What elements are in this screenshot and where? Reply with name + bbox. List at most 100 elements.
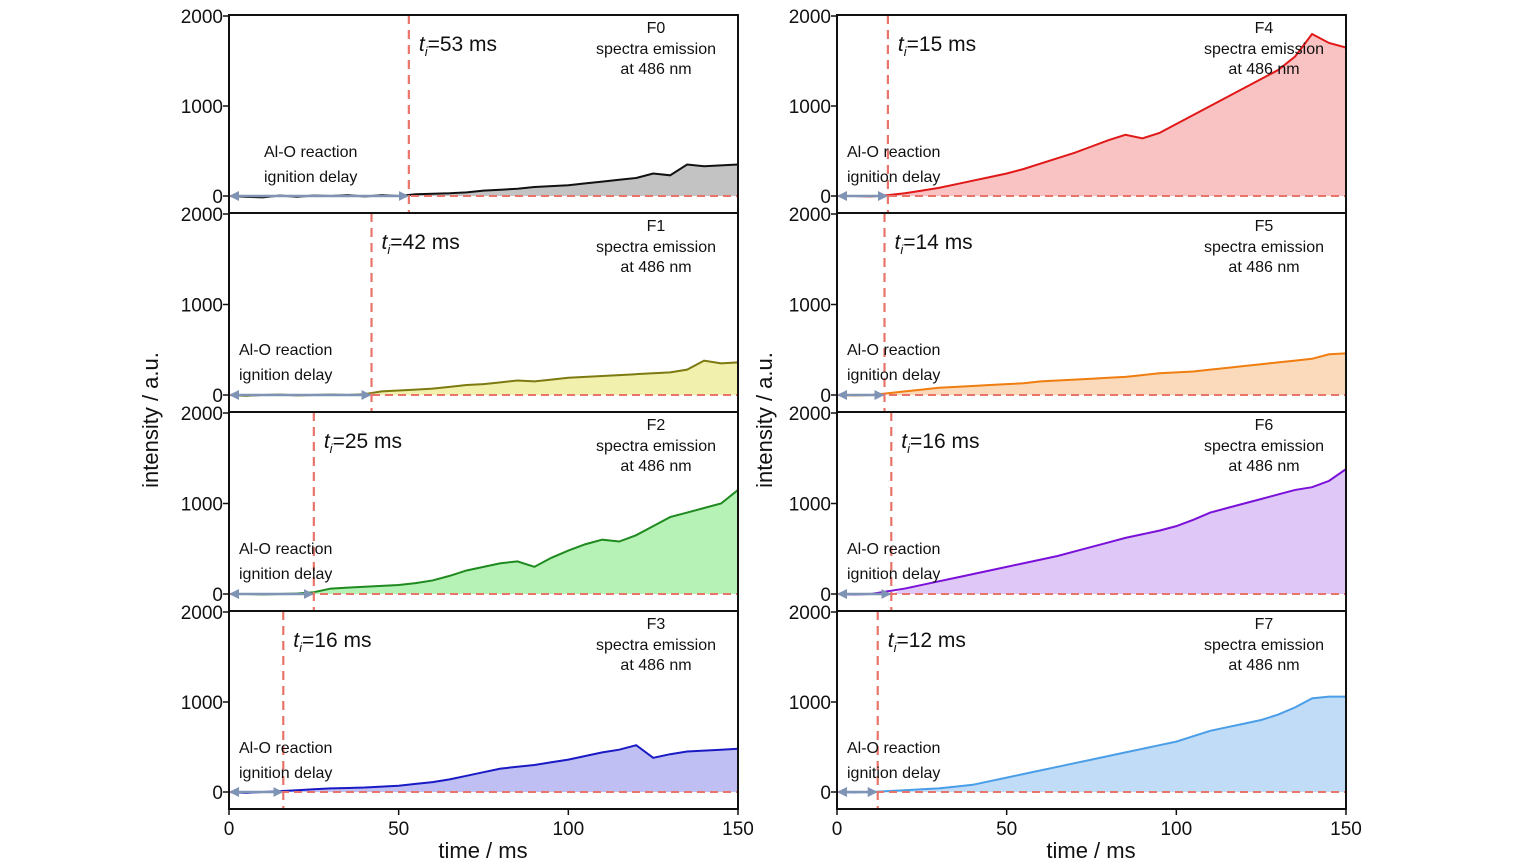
plot-area bbox=[837, 15, 1346, 213]
panel-annotation: at 486 nm bbox=[620, 657, 691, 674]
ytick-label: 2000 bbox=[181, 205, 223, 226]
delay-label: Al-O reaction bbox=[239, 342, 332, 359]
panel-F0: 0 1000 2000 F0 spectra emission at 486 nm ti=5… bbox=[181, 7, 739, 214]
ytick-label: 1000 bbox=[789, 495, 831, 516]
delay-label: Al-O reaction bbox=[847, 740, 940, 757]
ignition-time-label: ti=12 ms bbox=[888, 629, 966, 655]
panel-label: F5 bbox=[1255, 218, 1274, 235]
series-line bbox=[837, 695, 1346, 794]
ytick-label: 0 bbox=[820, 386, 831, 407]
panel-F7: 0 1000 2000 0 50 100 150 F7 spectra emission at 4… bbox=[789, 603, 1362, 840]
xtick-label: 0 bbox=[224, 819, 235, 840]
panel-annotation: at 486 nm bbox=[1228, 657, 1299, 674]
ytick-label: 1000 bbox=[181, 296, 223, 317]
series-line bbox=[837, 468, 1346, 596]
panel-annotation: spectra emission bbox=[596, 637, 716, 654]
xtick-label: 150 bbox=[722, 819, 754, 840]
panel-label: F6 bbox=[1255, 417, 1274, 434]
ytick-label: 1000 bbox=[789, 296, 831, 317]
panel-F6: 0 1000 2000 F6 spectra emission at 486 nm ti=1… bbox=[789, 404, 1347, 612]
panel-annotation: at 486 nm bbox=[1228, 259, 1299, 276]
ytick-label: 0 bbox=[820, 187, 831, 208]
panel-F4: 0 1000 2000 F4 spectra emission at 486 nm ti=1… bbox=[789, 7, 1347, 214]
xtick-label: 0 bbox=[832, 819, 843, 840]
ignition-time-label: ti=15 ms bbox=[898, 33, 976, 59]
panel-F5: 0 1000 2000 F5 spectra emission at 486 nm ti=1… bbox=[789, 205, 1347, 413]
panel-annotation: at 486 nm bbox=[620, 259, 691, 276]
delay-label: ignition delay bbox=[847, 765, 940, 782]
delay-label: ignition delay bbox=[847, 566, 940, 583]
delay-label: ignition delay bbox=[239, 566, 332, 583]
ytick-label: 0 bbox=[212, 386, 223, 407]
panel-annotation: spectra emission bbox=[1204, 41, 1324, 58]
ytick-label: 2000 bbox=[789, 603, 831, 624]
series-line bbox=[229, 744, 738, 794]
ytick-label: 1000 bbox=[789, 693, 831, 714]
xlabel-left: time / ms bbox=[438, 838, 527, 863]
ytick-label: 1000 bbox=[789, 97, 831, 118]
panel-label: F2 bbox=[647, 417, 666, 434]
panel-frame bbox=[836, 610, 1347, 810]
xtick-label: 100 bbox=[1160, 819, 1192, 840]
series-area bbox=[891, 469, 1346, 594]
panel-annotation: spectra emission bbox=[1204, 637, 1324, 654]
series-area bbox=[283, 745, 738, 792]
delay-label: ignition delay bbox=[264, 169, 357, 186]
delay-label: Al-O reaction bbox=[239, 740, 332, 757]
panel-label: F4 bbox=[1255, 20, 1274, 37]
panel-annotation: at 486 nm bbox=[620, 61, 691, 78]
panel-annotation: at 486 nm bbox=[620, 458, 691, 475]
ytick-label: 2000 bbox=[789, 205, 831, 226]
ignition-time-label: ti=25 ms bbox=[324, 430, 402, 456]
panel-frame bbox=[228, 610, 739, 810]
panel-annotation: at 486 nm bbox=[1228, 458, 1299, 475]
xtick-label: 50 bbox=[996, 819, 1017, 840]
series-area bbox=[408, 164, 738, 196]
panel-annotation: at 486 nm bbox=[1228, 61, 1299, 78]
delay-label: ignition delay bbox=[847, 367, 940, 384]
ytick-label: 2000 bbox=[789, 7, 831, 28]
ytick-label: 1000 bbox=[181, 97, 223, 118]
series-line bbox=[837, 352, 1346, 397]
series-area bbox=[877, 696, 1346, 792]
plot-area bbox=[229, 611, 738, 809]
delay-label: ignition delay bbox=[239, 765, 332, 782]
plot-area bbox=[837, 412, 1346, 611]
ylabel-right: intensity / a.u. bbox=[752, 352, 777, 488]
series-area bbox=[313, 489, 738, 594]
panel-annotation: spectra emission bbox=[1204, 438, 1324, 455]
panel-F1: 0 1000 2000 F1 spectra emission at 486 nm ti=4… bbox=[181, 205, 739, 413]
ignition-time-label: ti=16 ms bbox=[901, 430, 979, 456]
ylabel-left: intensity / a.u. bbox=[138, 352, 163, 488]
panel-label: F7 bbox=[1255, 616, 1274, 633]
ytick-label: 2000 bbox=[181, 404, 223, 425]
ytick-label: 2000 bbox=[181, 7, 223, 28]
panel-annotation: spectra emission bbox=[596, 438, 716, 455]
ytick-label: 1000 bbox=[181, 693, 223, 714]
ytick-label: 0 bbox=[820, 783, 831, 804]
plot-area bbox=[837, 213, 1346, 412]
ytick-label: 0 bbox=[212, 585, 223, 606]
delay-label: Al-O reaction bbox=[239, 541, 332, 558]
plot-area bbox=[837, 611, 1346, 809]
panel-annotation: spectra emission bbox=[596, 41, 716, 58]
xtick-label: 50 bbox=[388, 819, 409, 840]
ytick-label: 2000 bbox=[181, 603, 223, 624]
delay-label: ignition delay bbox=[239, 367, 332, 384]
delay-label: Al-O reaction bbox=[847, 144, 940, 161]
ytick-label: 0 bbox=[212, 783, 223, 804]
ytick-label: 0 bbox=[820, 585, 831, 606]
xlabel-right: time / ms bbox=[1046, 838, 1135, 863]
panel-label: F3 bbox=[647, 616, 666, 633]
panel-F2: 0 1000 2000 F2 spectra emission at 486 nm ti=2… bbox=[181, 404, 739, 612]
ytick-label: 2000 bbox=[789, 404, 831, 425]
ytick-label: 0 bbox=[212, 187, 223, 208]
panel-F3: 0 1000 2000 0 50 100 150 F3 spectra emission at 4… bbox=[181, 603, 754, 840]
series-line bbox=[837, 32, 1346, 198]
panel-annotation: spectra emission bbox=[596, 239, 716, 256]
ignition-time-label: ti=53 ms bbox=[419, 33, 497, 59]
ignition-time-label: ti=14 ms bbox=[895, 231, 973, 257]
ignition-time-label: ti=42 ms bbox=[382, 231, 460, 257]
panel-annotation: spectra emission bbox=[1204, 239, 1324, 256]
